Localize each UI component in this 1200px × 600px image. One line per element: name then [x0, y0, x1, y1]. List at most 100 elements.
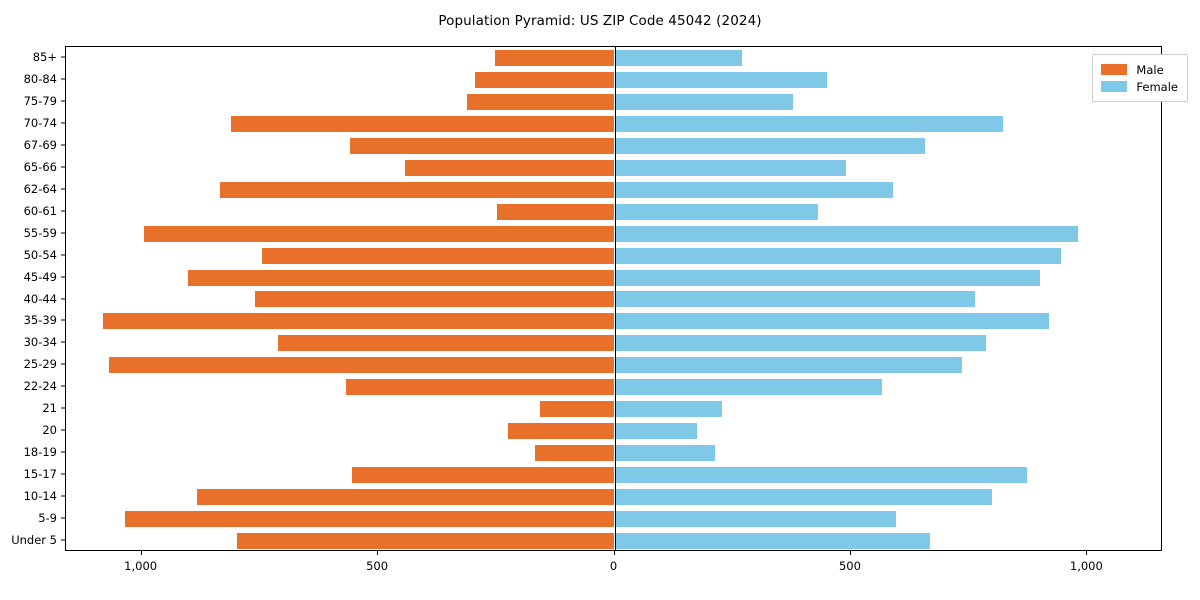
bar-male	[535, 445, 615, 462]
bar-female	[614, 181, 894, 198]
bar-female	[614, 71, 827, 88]
bar-male	[497, 203, 615, 220]
y-axis-tick-mark	[61, 341, 65, 343]
bar-row	[66, 354, 1161, 376]
bar-row	[66, 398, 1161, 420]
bar-male	[349, 137, 615, 154]
bar-male	[507, 423, 615, 440]
bar-male	[220, 181, 615, 198]
bar-female	[614, 467, 1028, 484]
bar-male	[475, 71, 615, 88]
bar-male	[255, 291, 615, 308]
y-axis-tick-mark	[61, 407, 65, 409]
y-axis-tick-mark	[61, 56, 65, 58]
bar-female	[614, 225, 1078, 242]
bar-female	[614, 159, 846, 176]
y-axis-tick-label: 75-79	[23, 93, 57, 108]
legend-swatch-female	[1101, 81, 1128, 92]
y-axis-tick-label: 21	[42, 401, 57, 416]
y-axis-tick-mark	[61, 298, 65, 299]
y-axis-tick-label: 65-66	[23, 159, 57, 174]
bar-female	[614, 137, 926, 154]
y-axis-tick-mark	[61, 232, 65, 234]
bar-row	[66, 201, 1161, 223]
y-axis-tick-label: 18-19	[23, 445, 57, 460]
y-axis-tick-mark	[61, 363, 65, 365]
x-axis-tick-mark	[1086, 551, 1088, 555]
chart-legend: Male Female	[1092, 54, 1188, 102]
y-axis-tick-mark	[61, 429, 65, 431]
bar-row	[66, 179, 1161, 201]
bar-male	[124, 511, 615, 528]
bar-row	[66, 420, 1161, 442]
y-axis-tick-mark	[61, 451, 65, 453]
y-axis-tick-mark	[61, 122, 65, 124]
x-axis-tick-mark	[849, 551, 851, 555]
bar-female	[614, 291, 975, 308]
bar-male	[237, 533, 615, 549]
bar-female	[614, 115, 1004, 132]
legend-label-male: Male	[1136, 62, 1164, 77]
y-axis-tick-mark	[61, 319, 65, 321]
bar-male	[466, 93, 615, 110]
x-axis-tick-label: 500	[366, 559, 389, 573]
bar-row	[66, 310, 1161, 332]
y-axis-tick-label: 20	[42, 423, 57, 438]
bar-female	[614, 269, 1040, 286]
legend-item-female: Female	[1101, 78, 1178, 95]
bar-male	[230, 115, 615, 132]
bar-row	[66, 157, 1161, 179]
y-axis-tick-mark	[61, 276, 65, 278]
bar-male	[404, 159, 615, 176]
bar-female	[614, 401, 723, 418]
bar-row	[66, 245, 1161, 267]
bar-male	[278, 335, 615, 352]
bar-female	[614, 49, 742, 66]
bar-female	[614, 423, 697, 440]
bar-female	[614, 93, 793, 110]
plot-area	[65, 46, 1162, 551]
bar-male	[261, 247, 615, 264]
bar-row	[66, 135, 1161, 157]
y-axis-tick-label: 40-44	[23, 291, 57, 306]
y-axis-tick-label: 25-29	[23, 357, 57, 372]
bar-male	[539, 401, 615, 418]
y-axis-tick-mark	[61, 166, 65, 168]
bar-row	[66, 267, 1161, 289]
bar-male	[103, 313, 615, 330]
bar-row	[66, 69, 1161, 91]
bar-row	[66, 91, 1161, 113]
y-axis-tick-mark	[61, 210, 65, 212]
y-axis-tick-mark	[61, 539, 65, 541]
bar-female	[614, 511, 897, 528]
x-axis-tick-label: 0	[609, 559, 618, 573]
legend-label-female: Female	[1136, 79, 1178, 94]
y-axis-tick-label: 67-69	[23, 137, 57, 152]
y-axis-tick-label: 70-74	[23, 115, 57, 130]
y-axis-tick-mark	[61, 385, 65, 387]
y-axis-tick-label: 30-34	[23, 335, 57, 350]
chart-title: Population Pyramid: US ZIP Code 45042 (2…	[438, 13, 762, 29]
y-axis-tick-mark	[61, 517, 65, 519]
y-axis-tick-label: 10-14	[23, 489, 57, 504]
x-axis-tick-mark	[613, 551, 615, 555]
bar-female	[614, 489, 992, 506]
x-axis-tick-label: 500	[838, 559, 861, 573]
bar-female	[614, 203, 818, 220]
bar-male	[196, 489, 615, 506]
y-axis-tick-mark	[61, 254, 65, 256]
y-axis-tick-label: 62-64	[23, 181, 57, 196]
bar-row	[66, 508, 1161, 530]
bar-male	[108, 357, 615, 374]
bar-row	[66, 332, 1161, 354]
y-axis-tick-label: 55-59	[23, 225, 57, 240]
x-axis-tick-label: 1,000	[124, 559, 158, 573]
bar-male	[187, 269, 615, 286]
y-axis-tick-label: 80-84	[23, 71, 57, 86]
zero-axis-line	[614, 47, 616, 550]
bar-female	[614, 247, 1061, 264]
bar-male	[351, 467, 615, 484]
y-axis-tick-label: 5-9	[38, 511, 57, 526]
bar-row	[66, 530, 1161, 550]
y-axis-tick-label: 15-17	[23, 467, 57, 482]
